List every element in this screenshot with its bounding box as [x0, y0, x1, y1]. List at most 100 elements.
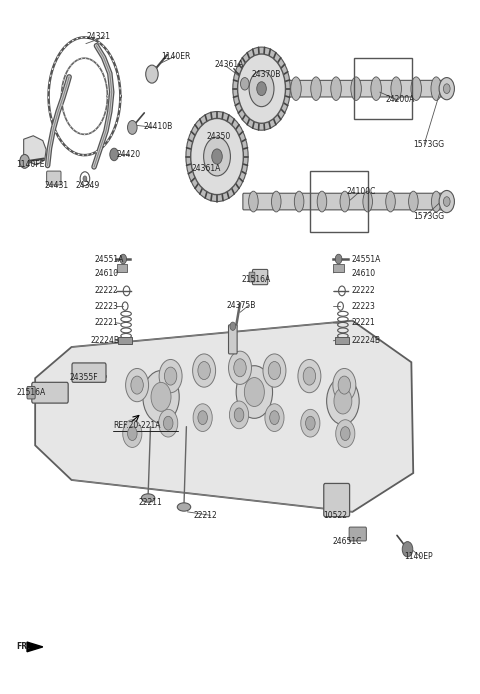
Circle shape — [198, 362, 210, 380]
Circle shape — [143, 371, 179, 423]
Ellipse shape — [311, 77, 321, 101]
FancyBboxPatch shape — [47, 171, 61, 185]
Text: 24350: 24350 — [206, 132, 231, 141]
FancyBboxPatch shape — [27, 387, 35, 399]
Ellipse shape — [371, 77, 382, 101]
Text: 21516A: 21516A — [241, 276, 271, 285]
Text: 10522: 10522 — [323, 511, 347, 520]
Circle shape — [270, 411, 279, 425]
Circle shape — [335, 254, 342, 264]
Circle shape — [249, 71, 274, 107]
Ellipse shape — [177, 503, 191, 511]
Text: 22211: 22211 — [139, 498, 162, 507]
Text: 24420: 24420 — [117, 150, 141, 159]
Circle shape — [20, 155, 29, 169]
Ellipse shape — [317, 191, 327, 212]
Circle shape — [233, 47, 290, 130]
Text: 21516A: 21516A — [16, 388, 45, 397]
Ellipse shape — [142, 494, 155, 502]
Text: 24361A: 24361A — [215, 60, 244, 69]
Text: 22223: 22223 — [95, 302, 119, 311]
Circle shape — [402, 541, 413, 557]
Text: 22212: 22212 — [193, 511, 217, 520]
Circle shape — [164, 367, 177, 385]
Ellipse shape — [331, 77, 341, 101]
FancyBboxPatch shape — [32, 382, 68, 403]
Circle shape — [334, 388, 352, 414]
Circle shape — [186, 112, 248, 201]
Text: 1140FE: 1140FE — [16, 160, 44, 169]
Circle shape — [128, 121, 137, 135]
Text: 24100C: 24100C — [347, 187, 376, 196]
Text: 22224B: 22224B — [351, 337, 381, 346]
Text: 24551A: 24551A — [95, 255, 124, 264]
Circle shape — [439, 78, 455, 100]
Circle shape — [265, 404, 284, 432]
Ellipse shape — [391, 77, 401, 101]
Circle shape — [158, 409, 178, 437]
Ellipse shape — [411, 77, 421, 101]
Circle shape — [204, 137, 230, 176]
FancyBboxPatch shape — [333, 264, 344, 271]
Ellipse shape — [432, 191, 441, 212]
Circle shape — [326, 378, 359, 425]
Circle shape — [131, 376, 144, 394]
Circle shape — [444, 196, 450, 206]
Circle shape — [263, 354, 286, 387]
Circle shape — [340, 427, 350, 441]
Circle shape — [338, 376, 350, 394]
Circle shape — [126, 369, 149, 402]
Text: 24370B: 24370B — [252, 70, 281, 79]
Text: 22222: 22222 — [351, 287, 375, 296]
Text: 22221: 22221 — [351, 319, 375, 328]
Text: 24551A: 24551A — [351, 255, 381, 264]
FancyBboxPatch shape — [243, 193, 449, 210]
Text: 22224B: 22224B — [91, 337, 120, 346]
Ellipse shape — [386, 191, 396, 212]
Polygon shape — [24, 136, 46, 165]
Ellipse shape — [272, 191, 281, 212]
Circle shape — [151, 382, 171, 412]
Polygon shape — [35, 321, 413, 512]
Text: 24361A: 24361A — [191, 164, 220, 174]
Circle shape — [128, 427, 137, 441]
FancyBboxPatch shape — [228, 325, 237, 354]
FancyBboxPatch shape — [286, 81, 449, 97]
Circle shape — [298, 359, 321, 393]
FancyBboxPatch shape — [335, 337, 348, 344]
Circle shape — [110, 149, 119, 161]
Text: 24610: 24610 — [351, 269, 376, 278]
Circle shape — [268, 362, 281, 380]
Circle shape — [236, 366, 273, 418]
Ellipse shape — [340, 191, 349, 212]
Text: 24410B: 24410B — [144, 122, 173, 131]
Text: FR.: FR. — [16, 642, 30, 651]
Circle shape — [212, 149, 222, 164]
Text: REF.20-221A: REF.20-221A — [113, 421, 161, 430]
Circle shape — [444, 84, 450, 94]
Text: 24200A: 24200A — [385, 94, 414, 103]
Text: 24355F: 24355F — [69, 373, 98, 382]
Text: 24349: 24349 — [76, 181, 100, 190]
Text: 24375B: 24375B — [227, 301, 256, 310]
Text: 24321: 24321 — [87, 32, 111, 41]
Circle shape — [333, 369, 356, 402]
Ellipse shape — [363, 191, 372, 212]
Circle shape — [193, 404, 212, 432]
FancyBboxPatch shape — [119, 337, 132, 344]
Ellipse shape — [249, 191, 258, 212]
Ellipse shape — [431, 77, 442, 101]
Circle shape — [228, 351, 252, 384]
Circle shape — [336, 420, 355, 448]
Text: 24431: 24431 — [45, 181, 69, 190]
Text: 1573GG: 1573GG — [413, 139, 444, 149]
FancyBboxPatch shape — [349, 527, 366, 541]
Ellipse shape — [291, 77, 301, 101]
FancyBboxPatch shape — [117, 264, 127, 271]
Circle shape — [191, 119, 243, 194]
Circle shape — [240, 78, 249, 90]
FancyBboxPatch shape — [252, 269, 268, 285]
Text: 24610: 24610 — [95, 269, 119, 278]
Circle shape — [163, 416, 173, 430]
Circle shape — [234, 359, 246, 377]
